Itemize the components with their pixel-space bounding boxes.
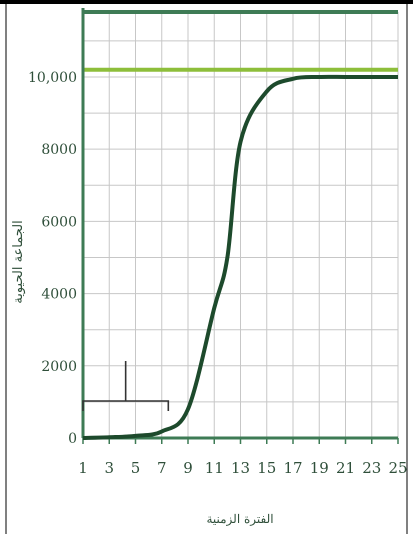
x-tick-label: 15 bbox=[257, 459, 276, 477]
y-tick-label: 8000 bbox=[41, 142, 77, 158]
x-tick-label: 17 bbox=[283, 459, 302, 477]
y-axis-label: الجماعة الحيوية bbox=[11, 220, 26, 304]
series-line bbox=[82, 74, 398, 440]
grid-lines bbox=[82, 12, 399, 439]
x-tick-label: 21 bbox=[336, 459, 355, 477]
y-tick-label: 0 bbox=[68, 431, 77, 447]
x-tick-label: 3 bbox=[104, 459, 114, 477]
bracket-mark bbox=[82, 400, 170, 411]
y-tick-label: 2000 bbox=[41, 359, 77, 375]
x-tick-label: 5 bbox=[131, 459, 141, 477]
y-tick-label: 6000 bbox=[41, 214, 77, 230]
lag-phase-bracket bbox=[82, 361, 170, 411]
x-tick-label: 9 bbox=[183, 459, 193, 477]
y-tick-label: 10,000 bbox=[28, 70, 77, 86]
y-tick-labels: 0 2000 4000 6000 8000 10,000 bbox=[28, 70, 77, 447]
x-tick-label: 25 bbox=[388, 459, 407, 477]
x-tick-label: 13 bbox=[231, 459, 250, 477]
x-axis-label: الفترة الزمنية bbox=[206, 512, 273, 526]
x-tick-label: 11 bbox=[205, 459, 224, 477]
x-tick-label: 1 bbox=[78, 459, 88, 477]
x-tick-label: 23 bbox=[362, 459, 381, 477]
axes bbox=[81, 8, 399, 444]
y-tick-label: 4000 bbox=[41, 287, 77, 303]
top-border bbox=[0, 0, 413, 4]
x-tick-labels: 1 3 5 7 9 11 13 15 17 19 21 23 25 bbox=[78, 459, 407, 477]
x-tick-label: 7 bbox=[157, 459, 167, 477]
x-tick-label: 19 bbox=[310, 459, 329, 477]
